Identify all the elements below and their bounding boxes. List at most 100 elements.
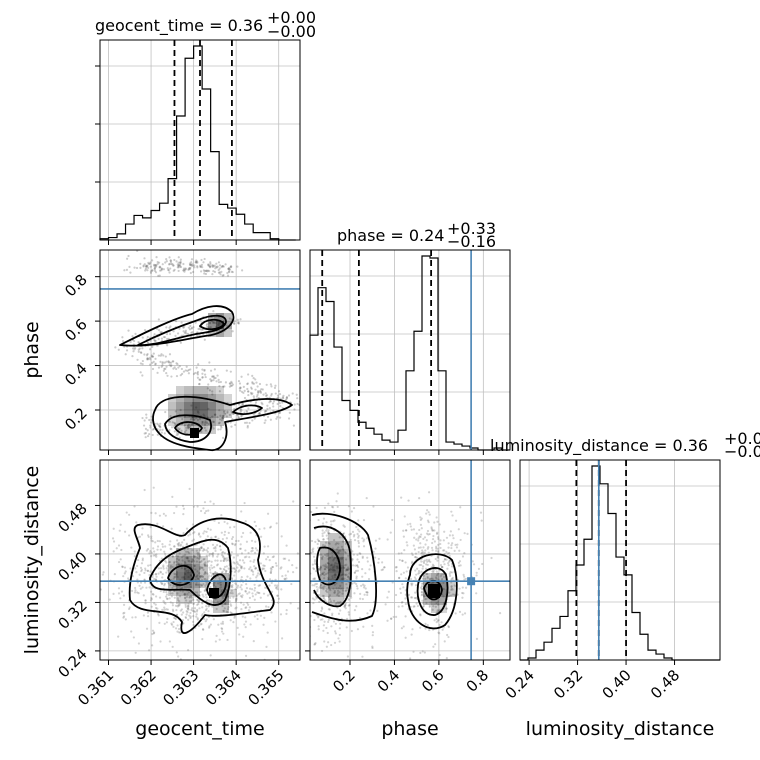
scatter-point	[158, 274, 161, 277]
scatter-point	[189, 418, 193, 421]
scatter-point	[280, 566, 283, 569]
scatter-point	[154, 357, 157, 360]
scatter-point	[198, 417, 202, 421]
scatter-point	[239, 543, 242, 546]
scatter-point	[143, 257, 146, 260]
scatter-point	[94, 632, 96, 634]
scatter-point	[315, 585, 318, 588]
scatter-point	[160, 269, 163, 272]
scatter-point	[432, 605, 435, 608]
scatter-point	[218, 390, 221, 393]
density-cell	[168, 580, 176, 588]
density-cell	[328, 589, 336, 597]
scatter-point	[192, 598, 195, 601]
scatter-point	[347, 505, 351, 508]
density-cell	[213, 605, 221, 613]
scatter-point	[253, 598, 256, 601]
scatter-point	[313, 643, 316, 646]
scatter-point	[356, 564, 359, 567]
scatter-point	[154, 541, 157, 544]
scatter-point	[405, 529, 408, 532]
scatter-point	[422, 561, 426, 565]
scatter-point	[453, 549, 456, 552]
scatter-point	[230, 578, 234, 581]
scatter-point	[381, 568, 385, 571]
scatter-point	[411, 560, 414, 563]
scatter-point	[141, 359, 144, 363]
scatter-point	[293, 593, 295, 595]
scatter-point	[420, 591, 424, 594]
scatter-point	[161, 263, 164, 266]
scatter-point	[404, 597, 407, 600]
scatter-point	[162, 600, 165, 603]
scatter-point	[201, 376, 204, 379]
scatter-point	[316, 590, 319, 593]
scatter-point	[427, 533, 430, 536]
scatter-point	[139, 581, 143, 584]
scatter-point	[287, 557, 289, 559]
contour-geocent-time-vs-phase-mid	[137, 314, 227, 346]
scatter-point	[212, 618, 215, 621]
scatter-point	[268, 526, 272, 529]
scatter-point	[145, 354, 149, 357]
scatter-point	[192, 623, 195, 627]
scatter-point	[154, 512, 157, 515]
scatter-point	[463, 552, 466, 555]
scatter-point	[311, 597, 315, 600]
scatter-point	[192, 505, 195, 508]
scatter-point	[404, 561, 407, 564]
scatter-point	[334, 622, 337, 625]
scatter-point	[274, 582, 276, 584]
scatter-point	[417, 572, 420, 575]
density-cell	[320, 573, 328, 581]
scatter-point	[418, 571, 421, 574]
contour-geocent-time-vs-phase-inner	[199, 318, 225, 331]
scatter-point	[325, 554, 328, 557]
scatter-point	[154, 339, 157, 342]
scatter-point	[139, 351, 142, 354]
scatter-point	[184, 553, 187, 556]
scatter-point	[223, 409, 226, 413]
scatter-point	[361, 597, 364, 601]
scatter-point	[200, 614, 203, 617]
scatter-point	[432, 570, 435, 574]
scatter-point	[337, 612, 341, 615]
scatter-point	[235, 606, 238, 609]
scatter-point	[119, 597, 122, 600]
scatter-point	[421, 650, 424, 653]
scatter-point	[156, 607, 159, 610]
scatter-point	[161, 364, 164, 367]
scatter-point	[327, 641, 330, 644]
scatter-point	[250, 569, 253, 572]
xlabel-geocent-time: geocent_time	[135, 718, 264, 740]
scatter-point	[193, 564, 196, 567]
scatter-point	[171, 421, 174, 424]
scatter-point	[211, 321, 214, 324]
scatter-point	[142, 265, 145, 268]
scatter-point	[177, 655, 180, 658]
scatter-point	[149, 599, 153, 602]
scatter-point	[262, 623, 265, 626]
scatter-point	[163, 432, 166, 435]
scatter-point	[314, 540, 317, 543]
scatter-point	[205, 269, 208, 272]
scatter-point	[368, 568, 371, 571]
scatter-point	[161, 608, 164, 611]
scatter-point	[341, 540, 345, 543]
scatter-point	[366, 591, 369, 594]
scatter-point	[177, 264, 180, 267]
scatter-point	[117, 587, 121, 590]
scatter-point	[317, 628, 320, 631]
scatter-point	[203, 564, 206, 567]
scatter-point	[101, 573, 104, 576]
scatter-point	[208, 326, 211, 329]
scatter-point	[169, 267, 172, 270]
scatter-point	[196, 261, 199, 264]
scatter-point	[213, 584, 216, 587]
scatter-point	[365, 590, 368, 594]
scatter-point	[426, 547, 429, 550]
scatter-point	[331, 555, 334, 558]
scatter-point	[421, 567, 424, 570]
scatter-point	[146, 615, 150, 618]
scatter-point	[335, 602, 338, 605]
